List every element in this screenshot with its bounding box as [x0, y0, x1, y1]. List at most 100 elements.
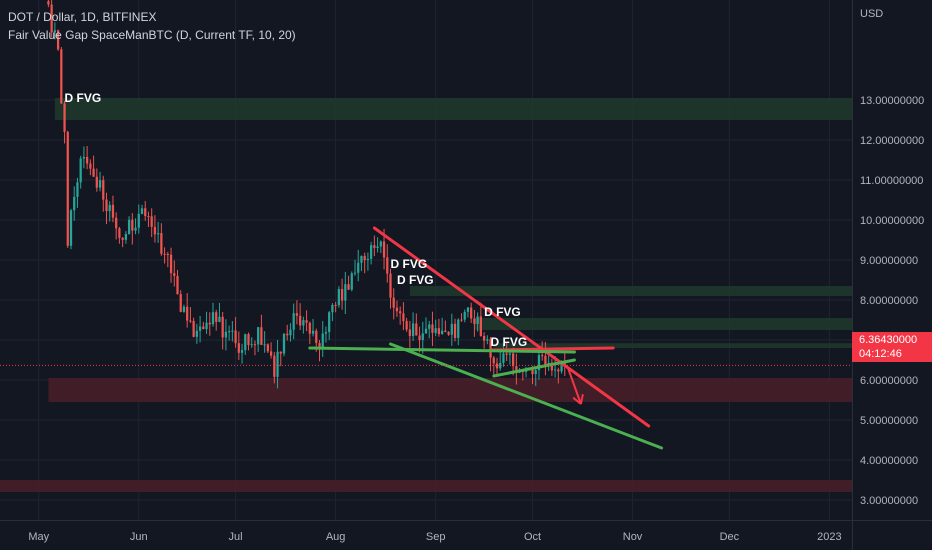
candle-body [289, 329, 292, 336]
candle [115, 212, 118, 240]
candle-body [450, 323, 453, 335]
candle [392, 288, 395, 320]
candle [263, 331, 266, 353]
candle [379, 240, 382, 254]
candle [334, 301, 337, 313]
candle-body [124, 234, 127, 240]
candle [269, 342, 273, 359]
candle-body [553, 369, 557, 371]
candle-body [237, 343, 240, 353]
current-price-tag: 6.36430000 04:12:46 [852, 332, 932, 362]
candle-body [224, 331, 228, 338]
fvg-label: D FVG [397, 273, 434, 287]
candle [224, 319, 228, 351]
arrow-head [572, 396, 582, 405]
candle [228, 325, 231, 341]
candle-body [211, 312, 215, 325]
annotations: D FVG D FVG D FVG D FVG D FVG [65, 91, 528, 349]
price-tick-label: 8.00000000 [860, 295, 918, 307]
candle-body [111, 204, 115, 218]
candle [460, 313, 463, 322]
fvg-zones [0, 98, 852, 492]
candle [173, 260, 176, 287]
candle-body [63, 103, 66, 132]
candle [479, 302, 482, 337]
candle [466, 307, 470, 318]
candle [450, 313, 453, 346]
candle [363, 252, 366, 274]
candle [144, 201, 147, 221]
candle-body [447, 332, 450, 335]
candle [492, 355, 495, 377]
candle [405, 317, 408, 332]
candle [266, 343, 269, 354]
candle-body [434, 328, 437, 333]
time-tick-label: Oct [524, 531, 541, 543]
fvg-label: D FVG [65, 91, 102, 105]
candle [95, 168, 98, 192]
candle-body [140, 208, 144, 214]
candle [195, 323, 198, 344]
candle-body [360, 255, 363, 263]
candle-body [321, 333, 324, 349]
candle-body [489, 339, 492, 358]
candle-body [508, 353, 512, 355]
price-axis: USD 3.00000000 4.00000000 5.00000000 6.00000… [852, 0, 932, 550]
candle [50, 0, 53, 38]
support-trendline [308, 346, 576, 354]
candle-body [399, 311, 402, 314]
support-trendline [389, 342, 664, 450]
candle-body [82, 157, 86, 159]
candle-body [79, 158, 82, 183]
candle-body [202, 326, 205, 330]
candle-body [353, 272, 357, 274]
candle [444, 320, 447, 333]
candle-body [505, 353, 508, 355]
candle-body [127, 219, 131, 235]
bearish-fvg-zone [0, 480, 852, 492]
candle [428, 320, 431, 339]
candle [447, 331, 450, 336]
candle [127, 216, 131, 235]
candle [179, 290, 182, 313]
candle-body [544, 355, 547, 365]
candle [79, 155, 82, 189]
candle [292, 303, 295, 340]
candle-body [366, 258, 370, 261]
candle [366, 252, 370, 271]
candle-body [150, 216, 153, 227]
candle [137, 204, 140, 234]
candle [215, 309, 218, 331]
candle-body [144, 208, 147, 217]
candle [124, 231, 127, 244]
candle [286, 324, 289, 341]
candle-body [437, 328, 441, 335]
candle [102, 175, 105, 212]
candle-body [515, 366, 518, 373]
candle [208, 312, 211, 336]
candle-body [340, 289, 344, 301]
candle [499, 351, 502, 371]
candle-body [405, 321, 408, 330]
candle-body [479, 316, 482, 336]
price-tick-label: 11.00000000 [860, 175, 923, 187]
candle-body [550, 362, 553, 371]
candle-body [421, 333, 424, 341]
candle [121, 237, 124, 248]
candle [557, 367, 560, 384]
candle [544, 341, 547, 376]
candle-body [286, 333, 289, 336]
candle-body [350, 273, 353, 290]
candle [192, 317, 195, 338]
price-tick-label: 5.00000000 [860, 415, 918, 427]
candle [437, 318, 441, 337]
candle-body [263, 344, 266, 346]
candle [550, 358, 553, 377]
candle-body [69, 210, 73, 246]
candle-body [499, 362, 502, 369]
candle [221, 311, 224, 350]
candle-body [495, 363, 499, 369]
candle [399, 306, 402, 325]
candle [486, 335, 489, 345]
